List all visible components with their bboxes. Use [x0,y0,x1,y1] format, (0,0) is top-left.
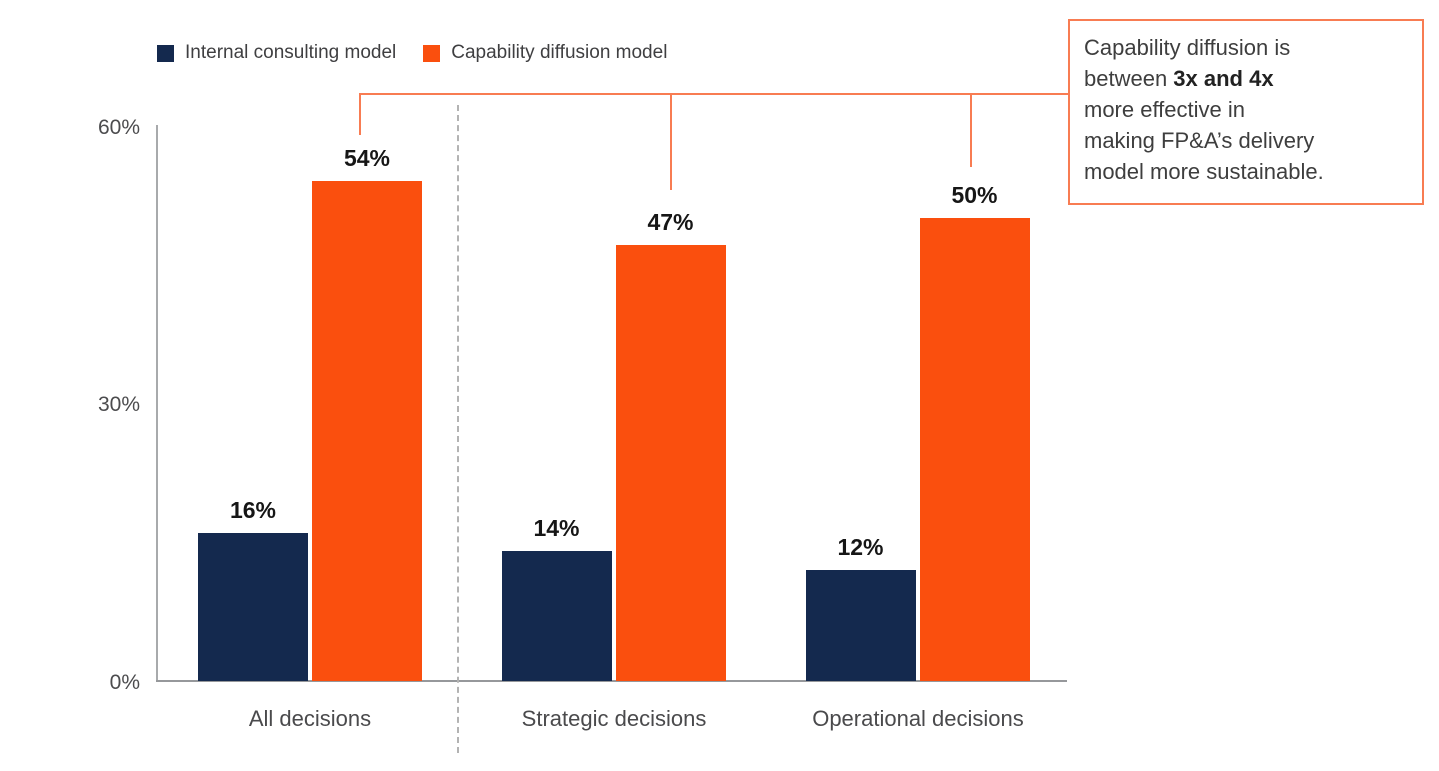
category-label-operational-decisions: Operational decisions [812,706,1024,731]
legend-item-internal-consulting-model: Internal consulting model [157,42,396,64]
chart-legend: Internal consulting model Capability dif… [157,42,667,64]
annotation-line-1: Capability diffusion is [1084,35,1291,60]
callout-connector-drop-all-decisions [359,93,361,135]
legend-swatch-capability-diffusion-icon [423,44,441,62]
bar-value-label-internal-consulting-model-all-decisions: 16% [229,497,277,523]
y-tick-60: 60% [97,116,140,139]
dashed-separator-line [457,105,459,753]
legend-label-capability-diffusion: Capability diffusion model [451,42,668,63]
bar-capability-diffusion-model-all-decisions [312,181,422,681]
callout-connector-horizontal-line [359,93,1068,95]
bar-internal-consulting-model-all-decisions [198,533,308,681]
bar-value-label-capability-diffusion-model-operational-decisions: 50% [951,182,998,208]
legend-swatch-internal-consulting-icon [157,44,174,62]
bar-value-label-internal-consulting-model-operational-decisions: 12% [837,534,884,560]
callout-connector-drop-operational-decisions [970,93,972,167]
category-label-strategic-decisions: Strategic decisions [521,706,707,731]
annotation-line-4: making FP&A’s delivery [1084,128,1315,153]
bar-value-label-capability-diffusion-model-strategic-decisions: 47% [647,209,694,235]
x-axis-baseline [156,680,1067,682]
annotation-callout-box: Capability diffusion is between 3x and 4… [1068,19,1424,205]
bar-capability-diffusion-model-strategic-decisions [615,245,726,681]
annotation-line-2: between 3x and 4x [1084,63,1408,94]
bar-internal-consulting-model-strategic-decisions [501,551,612,681]
callout-connector-drop-strategic-decisions [670,93,672,190]
bar-internal-consulting-model-operational-decisions [805,570,916,681]
y-tick-30: 30% [97,393,140,416]
annotation-line-3: more effective in [1084,97,1246,122]
legend-label-internal-consulting: Internal consulting model [185,42,397,63]
annotation-line-2-bold: 3x and 4x [1173,66,1274,91]
y-tick-0: 0% [109,671,140,694]
legend-item-capability-diffusion-model: Capability diffusion model [423,42,667,64]
category-label-all-decisions: All decisions [248,706,372,731]
bar-value-label-internal-consulting-model-strategic-decisions: 14% [533,515,580,541]
annotation-line-2-normal: between [1084,66,1174,91]
annotation-line-5: model more sustainable. [1084,159,1324,184]
bar-capability-diffusion-model-operational-decisions [919,218,1030,681]
y-axis-line [156,125,158,681]
bar-value-label-capability-diffusion-model-all-decisions: 54% [343,145,391,171]
